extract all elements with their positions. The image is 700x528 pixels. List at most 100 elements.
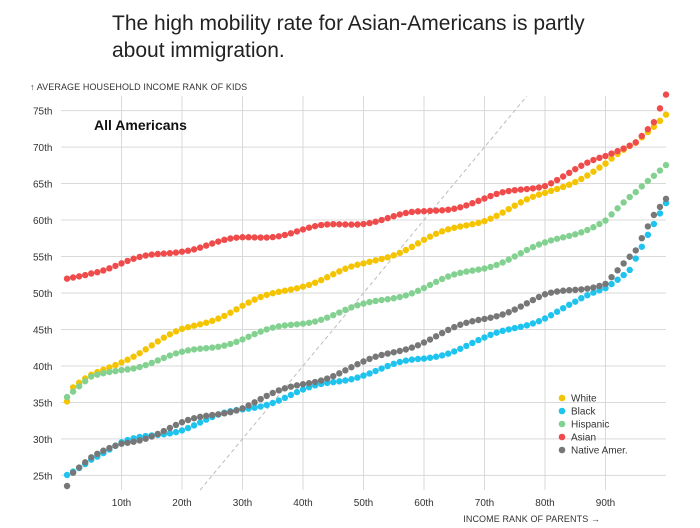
data-point — [311, 318, 319, 325]
data-point — [160, 250, 168, 257]
y-tick-label: 70th — [33, 143, 52, 154]
data-point — [184, 323, 192, 331]
data-point — [227, 235, 234, 242]
data-point — [178, 427, 186, 434]
data-point — [348, 263, 355, 270]
data-point — [330, 372, 337, 380]
data-point — [263, 326, 270, 333]
data-point — [481, 315, 488, 323]
data-point — [88, 373, 95, 380]
data-point — [493, 313, 500, 320]
data-point — [445, 273, 452, 280]
data-point — [293, 382, 301, 389]
data-point — [662, 161, 670, 169]
legend-marker — [558, 394, 566, 402]
data-point — [481, 334, 488, 341]
data-point — [366, 219, 373, 227]
data-point — [541, 189, 549, 197]
data-point — [475, 336, 482, 344]
data-point — [94, 269, 101, 276]
data-point — [257, 293, 264, 301]
data-point — [438, 329, 446, 337]
data-point — [281, 385, 289, 392]
data-point — [221, 236, 228, 244]
data-point — [196, 244, 204, 251]
data-point — [63, 471, 71, 479]
chart-subtitle: All Americans — [94, 117, 187, 133]
data-point — [584, 172, 591, 179]
data-point — [626, 193, 633, 201]
data-point — [263, 234, 270, 241]
data-point — [408, 344, 416, 351]
data-point — [124, 356, 131, 363]
data-point — [432, 207, 440, 214]
data-point — [566, 169, 573, 177]
data-point — [324, 314, 331, 321]
data-point — [390, 295, 397, 302]
data-point — [644, 177, 652, 185]
data-point — [535, 318, 543, 325]
data-point — [632, 139, 639, 146]
data-point — [118, 260, 125, 267]
data-point — [656, 167, 664, 174]
data-point — [626, 253, 633, 260]
data-point — [336, 370, 343, 377]
data-point — [481, 217, 488, 225]
data-point — [257, 328, 264, 335]
data-point — [469, 221, 476, 228]
data-point — [499, 259, 506, 266]
data-point — [481, 195, 488, 202]
data-point — [142, 346, 149, 353]
data-point — [590, 284, 597, 291]
data-point — [432, 230, 440, 237]
data-point — [287, 286, 295, 293]
data-point — [75, 464, 83, 471]
data-point — [523, 196, 531, 203]
data-point — [445, 326, 452, 334]
data-point — [614, 205, 621, 212]
data-point — [148, 359, 155, 367]
data-point — [390, 252, 397, 259]
data-point — [354, 374, 361, 381]
data-point — [541, 182, 549, 190]
data-point — [505, 256, 512, 263]
data-point — [662, 195, 670, 203]
legend-label: Asian — [571, 433, 596, 444]
data-point — [190, 246, 198, 253]
data-point — [620, 145, 627, 152]
data-point — [493, 261, 500, 269]
data-point — [457, 345, 464, 352]
data-point — [662, 91, 670, 98]
x-tick-label: 40th — [293, 498, 312, 509]
data-point — [245, 402, 252, 409]
data-point — [317, 377, 325, 384]
data-point — [620, 271, 627, 279]
data-point — [130, 365, 137, 372]
data-point — [553, 176, 561, 184]
data-point — [529, 185, 537, 192]
x-tick-label: 90th — [596, 498, 615, 509]
data-point — [160, 354, 168, 362]
data-point — [275, 387, 282, 394]
data-point — [596, 220, 603, 228]
data-point — [354, 361, 361, 368]
data-point — [438, 275, 446, 283]
data-point — [523, 185, 531, 193]
data-point — [487, 263, 494, 271]
data-point — [493, 212, 500, 220]
data-point — [572, 298, 579, 305]
data-point — [215, 315, 222, 322]
data-point — [378, 255, 385, 263]
data-point — [360, 358, 367, 365]
data-point — [293, 321, 301, 328]
data-point — [275, 288, 282, 296]
data-point — [348, 364, 355, 371]
data-point — [251, 399, 258, 406]
data-point — [106, 364, 113, 371]
data-point — [330, 271, 337, 278]
data-point — [402, 357, 410, 364]
data-point — [511, 202, 518, 209]
data-point — [227, 408, 234, 416]
data-point — [215, 238, 222, 245]
data-point — [275, 397, 282, 404]
